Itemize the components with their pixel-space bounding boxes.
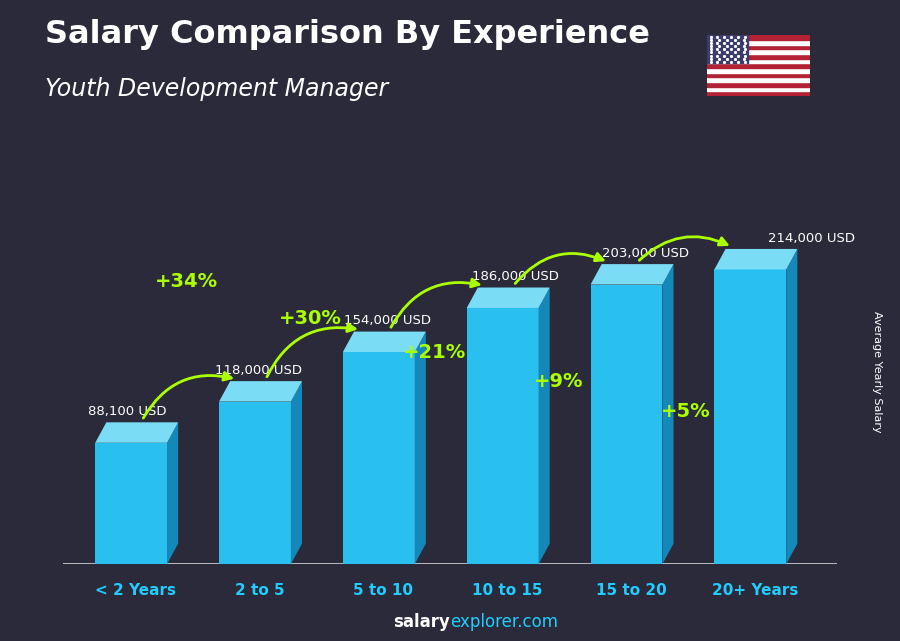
- Bar: [706, 72, 810, 78]
- Text: 186,000 USD: 186,000 USD: [472, 270, 559, 283]
- Text: explorer.com: explorer.com: [450, 613, 558, 631]
- Text: Youth Development Manager: Youth Development Manager: [45, 77, 388, 101]
- Text: < 2 Years: < 2 Years: [95, 583, 176, 598]
- Bar: [706, 63, 810, 68]
- Polygon shape: [538, 288, 550, 564]
- Text: 10 to 15: 10 to 15: [472, 583, 543, 598]
- Polygon shape: [219, 381, 302, 402]
- Text: +5%: +5%: [662, 402, 711, 421]
- Polygon shape: [787, 249, 797, 564]
- Text: +30%: +30%: [279, 309, 342, 328]
- Bar: [706, 78, 810, 82]
- Bar: [706, 35, 748, 63]
- Text: Average Yearly Salary: Average Yearly Salary: [872, 311, 883, 433]
- Polygon shape: [415, 331, 426, 564]
- FancyBboxPatch shape: [715, 269, 787, 564]
- Text: +9%: +9%: [534, 372, 583, 392]
- Polygon shape: [467, 288, 550, 308]
- Polygon shape: [662, 264, 673, 564]
- Text: 20+ Years: 20+ Years: [712, 583, 798, 598]
- Bar: [706, 82, 810, 87]
- Text: 2 to 5: 2 to 5: [235, 583, 284, 598]
- Text: 15 to 20: 15 to 20: [596, 583, 666, 598]
- Bar: [706, 59, 810, 63]
- Polygon shape: [291, 381, 302, 564]
- Bar: [706, 45, 810, 49]
- Bar: [706, 40, 810, 45]
- FancyBboxPatch shape: [95, 443, 167, 564]
- FancyBboxPatch shape: [467, 308, 538, 564]
- Text: 5 to 10: 5 to 10: [354, 583, 413, 598]
- Text: +34%: +34%: [156, 272, 219, 291]
- Text: 203,000 USD: 203,000 USD: [602, 247, 688, 260]
- FancyBboxPatch shape: [590, 285, 662, 564]
- Text: 118,000 USD: 118,000 USD: [215, 363, 302, 377]
- Bar: [706, 92, 810, 96]
- Polygon shape: [167, 422, 178, 564]
- Text: 154,000 USD: 154,000 USD: [344, 314, 431, 327]
- Text: salary: salary: [393, 613, 450, 631]
- Bar: [706, 87, 810, 92]
- Polygon shape: [715, 249, 797, 269]
- Bar: [706, 35, 810, 40]
- Polygon shape: [590, 264, 673, 285]
- FancyBboxPatch shape: [343, 352, 415, 564]
- Bar: [706, 54, 810, 59]
- Text: +21%: +21%: [403, 343, 466, 362]
- Text: 214,000 USD: 214,000 USD: [768, 231, 855, 244]
- FancyBboxPatch shape: [219, 402, 291, 564]
- Bar: [706, 49, 810, 54]
- Polygon shape: [95, 422, 178, 443]
- Bar: [706, 68, 810, 72]
- Text: Salary Comparison By Experience: Salary Comparison By Experience: [45, 19, 650, 50]
- Text: 88,100 USD: 88,100 USD: [88, 405, 166, 418]
- Polygon shape: [343, 331, 426, 352]
